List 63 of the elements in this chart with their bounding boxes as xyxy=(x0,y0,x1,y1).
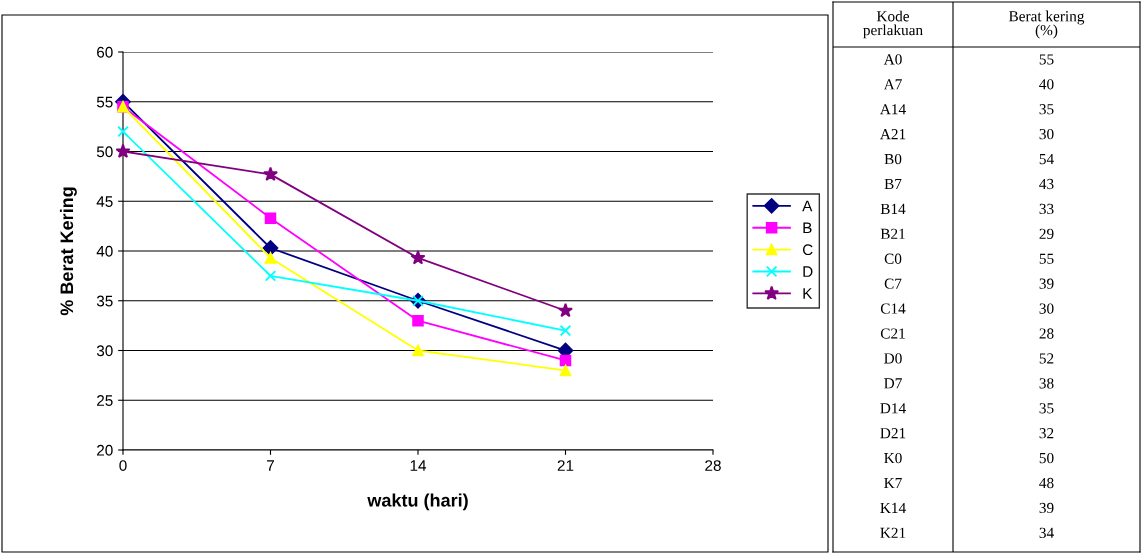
data-label: 48 xyxy=(1039,477,1054,489)
category-label: K21 xyxy=(880,527,906,538)
legend-label: A xyxy=(802,200,813,212)
data-label: 55 xyxy=(1039,54,1054,65)
data-label: 40 xyxy=(1039,79,1054,90)
category-label: B14 xyxy=(880,203,906,214)
category-label: C7 xyxy=(884,278,902,289)
data-label: 38 xyxy=(1039,378,1054,389)
data-label: 52 xyxy=(1039,353,1054,364)
y-tick-label: 30 xyxy=(96,345,113,357)
category-label: D0 xyxy=(884,353,902,364)
data-label: 35 xyxy=(1039,403,1054,414)
data-label: 29 xyxy=(1039,228,1054,239)
x-tick-label: 21 xyxy=(557,460,574,471)
y-tick-label: 45 xyxy=(96,196,113,207)
category-label: A7 xyxy=(883,79,902,90)
category-label: K7 xyxy=(884,478,902,489)
category-label: B7 xyxy=(884,178,902,190)
data-label: 55 xyxy=(1039,253,1054,264)
x-tick-label: 7 xyxy=(267,460,274,471)
category-label: C0 xyxy=(884,253,902,264)
x-tick-label: 28 xyxy=(705,460,721,471)
x-tick-label: 0 xyxy=(119,460,127,471)
data-label: 43 xyxy=(1039,178,1054,190)
y-tick-label: 35 xyxy=(96,295,113,307)
x-axis-title: waktu (hari) xyxy=(367,493,468,511)
data-label: 32 xyxy=(1039,428,1054,439)
category-label: D14 xyxy=(880,403,906,414)
category-label: A0 xyxy=(883,54,902,65)
data-label: 34 xyxy=(1039,527,1054,539)
legend-label: B xyxy=(803,222,812,234)
y-tick-label: 55 xyxy=(96,96,113,108)
y-tick-label: 20 xyxy=(97,444,113,456)
data-label: 30 xyxy=(1039,128,1054,140)
category-label: C14 xyxy=(880,303,906,314)
category-label: A14 xyxy=(879,104,906,115)
category-label: K0 xyxy=(884,452,902,464)
category-label: K14 xyxy=(880,502,906,513)
data-label: 54 xyxy=(1039,154,1054,165)
text: Kode perlakuan xyxy=(863,10,923,39)
legend-label: D xyxy=(803,266,813,277)
data-label: 28 xyxy=(1039,328,1054,339)
legend-label: C xyxy=(802,244,813,256)
category-label: D7 xyxy=(884,378,902,389)
category-label: C21 xyxy=(880,328,905,339)
data-label: 30 xyxy=(1039,303,1054,314)
text: Berat kering (%) xyxy=(1008,10,1085,39)
category-label: D21 xyxy=(880,428,906,439)
category-label: A21 xyxy=(879,129,906,140)
y-axis-title: % Berat Kering xyxy=(59,187,77,316)
y-tick-label: 25 xyxy=(97,395,113,406)
y-tick-label: 50 xyxy=(96,146,113,158)
data-label: 33 xyxy=(1039,203,1054,215)
y-tick-label: 60 xyxy=(97,46,113,58)
x-tick-label: 14 xyxy=(410,460,427,471)
legend-label: K xyxy=(803,288,813,299)
data-label: 50 xyxy=(1039,452,1054,464)
y-tick-label: 40 xyxy=(96,245,113,257)
category-label: B0 xyxy=(884,153,902,165)
category-label: B21 xyxy=(880,228,905,239)
data-label: 39 xyxy=(1039,278,1054,289)
data-label: 39 xyxy=(1039,502,1054,514)
data-label: 35 xyxy=(1039,104,1054,115)
